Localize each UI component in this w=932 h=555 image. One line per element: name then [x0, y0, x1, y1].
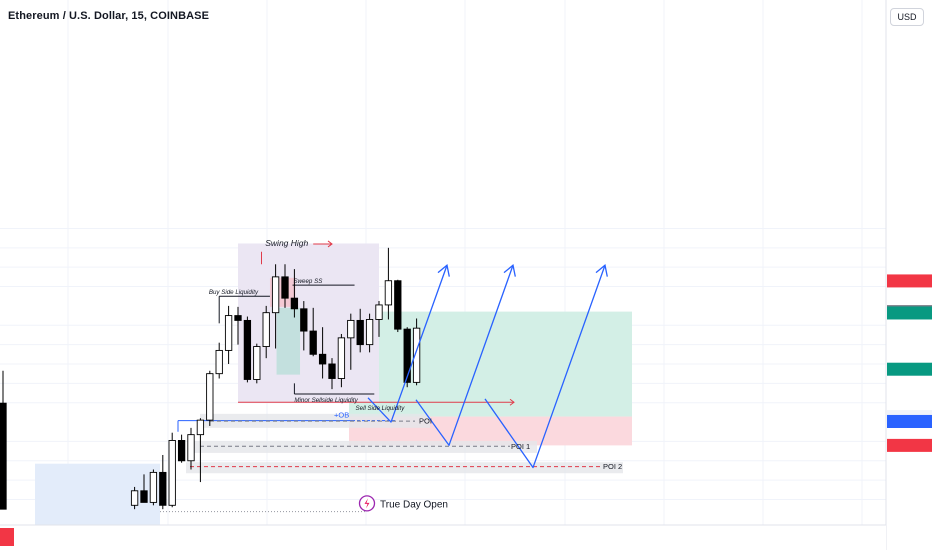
projection-arrows — [367, 264, 608, 469]
candle-body — [243, 319, 252, 380]
currency-button[interactable]: USD — [890, 8, 924, 26]
label-poi: POI — [419, 417, 432, 426]
candle-body — [394, 280, 402, 330]
candle-body — [206, 373, 214, 421]
label-minor-sellside: Minor Sellside Liquidity — [294, 397, 358, 404]
price-label-bg — [887, 329, 932, 343]
price-label-bg — [887, 274, 932, 288]
label-ob: +OB — [334, 411, 349, 420]
chart-title: Ethereum / U.S. Dollar, 15, COINBASE — [8, 10, 210, 22]
label-poi2: POI 2 — [603, 462, 622, 471]
time-left-label-bg — [0, 528, 14, 546]
candle-body — [215, 349, 223, 375]
candle-body — [262, 312, 270, 348]
candle-body — [412, 327, 421, 383]
arrow-head-1 — [437, 264, 450, 277]
candle-body — [149, 471, 158, 503]
candle-body — [337, 337, 346, 379]
poi1-box — [192, 440, 537, 453]
candle-body — [356, 319, 364, 346]
candle-body — [168, 440, 176, 506]
candle-body — [196, 419, 205, 436]
time-axis — [0, 524, 886, 550]
candle-body — [130, 490, 139, 506]
candle-body — [347, 319, 355, 339]
candle-body — [224, 315, 233, 351]
candle-body — [403, 328, 411, 383]
candle-body — [234, 315, 242, 321]
zones — [35, 243, 632, 525]
candle-body — [365, 319, 374, 346]
candle-body — [159, 471, 167, 506]
candle-body — [140, 490, 148, 503]
blue-range-box — [35, 463, 160, 525]
arrow-path-3 — [484, 265, 606, 469]
candle-body — [328, 363, 336, 379]
candle-body — [271, 276, 280, 314]
poi2-box — [186, 462, 623, 474]
candle-body — [177, 440, 186, 462]
sell-side-arrowhead — [509, 398, 515, 406]
candle-body — [318, 353, 327, 365]
candle-body — [290, 297, 299, 310]
price-label-bg — [887, 306, 932, 320]
price-axis — [885, 0, 932, 550]
candle-body — [300, 308, 308, 332]
label-poi1: POI 1 — [511, 442, 530, 451]
drawing-lines — [160, 240, 600, 513]
candle-body — [187, 434, 195, 462]
candle-body — [0, 402, 7, 510]
teal-box — [276, 307, 301, 375]
label-sweep-ss: Sweep SS — [293, 278, 323, 285]
arrow-head-3 — [595, 264, 608, 277]
price-label-bg — [887, 414, 932, 428]
candle-body — [253, 346, 261, 380]
candle-body — [309, 330, 317, 355]
lightning-icon — [364, 498, 370, 509]
label-buy-side-liquidity: Buy Side Liquidity — [209, 289, 259, 296]
candle-body — [384, 280, 393, 306]
label-sell-side-liquidity: Sell Side Liquidity — [356, 405, 406, 412]
arrow-path-1 — [367, 265, 448, 423]
time-axis-bg — [0, 525, 886, 550]
candles — [0, 247, 421, 510]
arrow-path-2 — [415, 265, 514, 446]
label-true-day-open: True Day Open — [380, 499, 448, 510]
label-swing-high: Swing High — [265, 238, 308, 248]
price-label-bg — [887, 362, 932, 376]
price-label-bg — [887, 438, 932, 452]
arrow-head-2 — [503, 264, 516, 277]
swing-range-box — [238, 243, 379, 403]
swing-high-arrowhead — [327, 240, 333, 248]
candle-body — [375, 304, 383, 320]
candle-body — [281, 276, 289, 299]
